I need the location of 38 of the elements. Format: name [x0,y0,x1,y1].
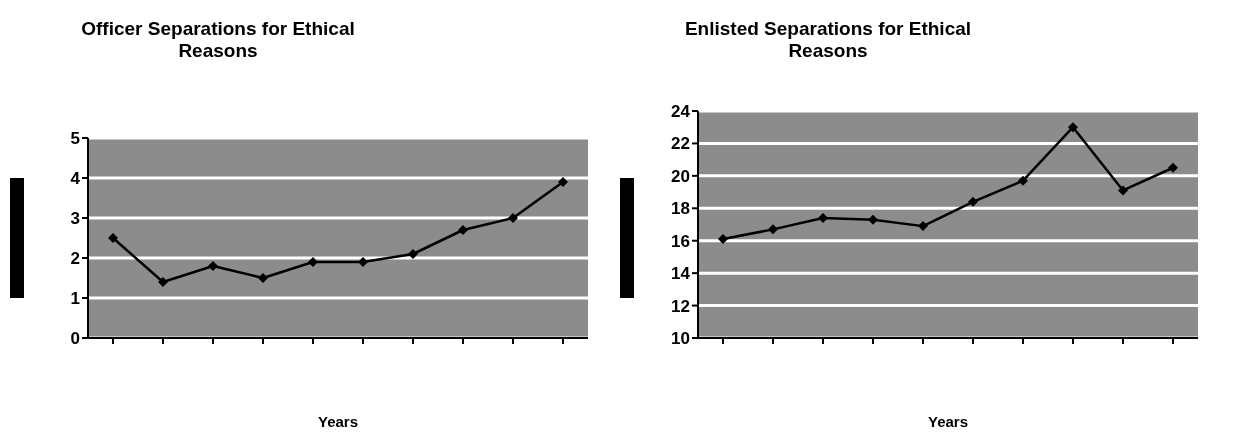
point [358,257,368,267]
point [308,257,318,267]
y-tick-label: 4 [70,169,81,189]
y-tick-label: 18 [671,199,690,219]
chart-title: Enlisted Separations for Ethical Reasons [683,18,973,62]
y-tick-label: 12 [671,296,690,316]
point [1068,122,1078,133]
point [158,277,168,287]
point [1018,175,1028,186]
point [1118,185,1128,196]
point [968,196,978,207]
y-tick-label: 24 [671,102,691,122]
y-tick-label: 16 [671,231,690,251]
y-tick-label: 22 [671,134,690,154]
point [208,261,218,271]
point [868,214,878,225]
point [768,224,778,235]
y-tick-label: 10 [671,329,690,349]
point [918,221,928,232]
point [508,213,518,223]
y-tick-label: 0 [70,329,80,349]
y-tick-label: 5 [70,129,80,149]
point [108,233,118,243]
y-tick-label: 1 [70,289,80,309]
x-axis-title: Years [926,413,969,430]
y-tick-label: 20 [671,166,690,186]
y-tick-label: 2 [70,249,80,269]
point [558,177,568,187]
point [408,249,418,259]
chart-title: Officer Separations for Ethical Reasons [80,18,356,62]
y-tick-label: 14 [671,264,691,284]
x-axis-title: Years [316,413,359,430]
point [1168,162,1178,173]
point [458,225,468,235]
point [818,213,828,224]
y-tick-label: 3 [70,209,80,229]
point [258,273,268,283]
point [718,234,728,245]
